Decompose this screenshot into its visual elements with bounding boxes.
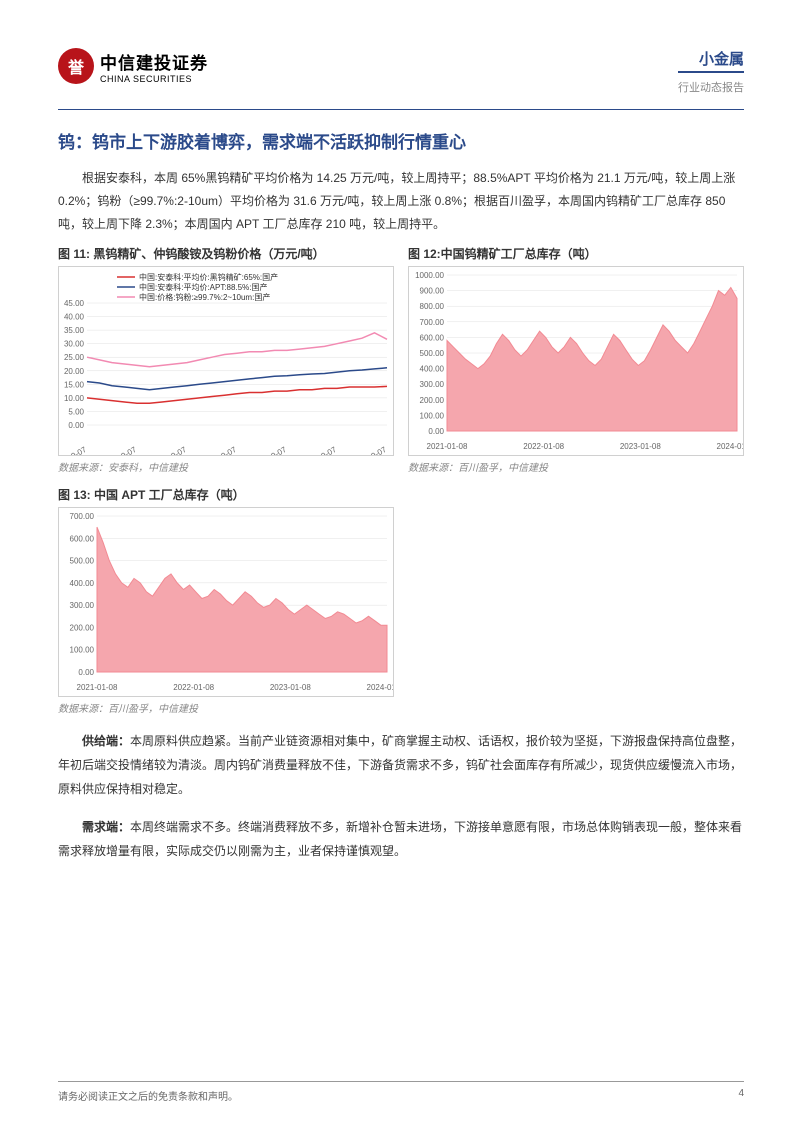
svg-text:2023-01-08: 2023-01-08 [270,683,311,692]
chart-13-source: 数据来源：百川盈孚，中信建投 [58,700,394,715]
svg-text:2021-09-07: 2021-09-07 [198,445,238,455]
svg-text:5.00: 5.00 [68,408,84,417]
svg-text:2021-01-08: 2021-01-08 [77,683,118,692]
svg-text:1000.00: 1000.00 [415,271,444,280]
page-footer: 请务必阅读正文之后的免责条款和声明。 4 [58,1081,744,1103]
report-type-label: 行业动态报告 [678,79,744,95]
logo-text-en: CHINA SECURITIES [100,74,208,84]
svg-text:30.00: 30.00 [64,340,85,349]
svg-text:2019-09-07: 2019-09-07 [98,445,138,455]
svg-text:0.00: 0.00 [428,427,444,436]
svg-text:0.00: 0.00 [78,668,94,677]
supply-text: 本周原料供应趋紧。当前产业链资源相对集中，矿商掌握主动权、话语权，报价较为坚挺，… [58,734,742,796]
section-title: 钨：钨市上下游胶着博弈，需求端不活跃抑制行情重心 [58,128,744,153]
demand-paragraph: 需求端：本周终端需求不多。终端消费释放不多，新增补仓暂未进场，下游接单意愿有限，… [58,815,744,863]
logo-icon: 誉 [58,48,94,84]
page-number: 4 [738,1088,744,1103]
intro-paragraph: 根据安泰科，本周 65%黑钨精矿平均价格为 14.25 万元/吨，较上周持平；8… [58,167,744,235]
supply-label: 供给端： [82,734,130,748]
logo-text-cn: 中信建投证券 [100,49,208,74]
svg-text:中国:价格:钨粉:≥99.7%:2~10um:国产: 中国:价格:钨粉:≥99.7%:2~10um:国产 [139,292,270,302]
svg-text:中国:安泰科:平均价:黑钨精矿:65%:国产: 中国:安泰科:平均价:黑钨精矿:65%:国产 [139,272,278,282]
svg-text:25.00: 25.00 [64,354,85,363]
svg-text:0.00: 0.00 [68,421,84,430]
svg-text:2023-09-07: 2023-09-07 [298,445,338,455]
svg-text:500.00: 500.00 [420,349,445,358]
svg-text:700.00: 700.00 [420,318,445,327]
chart-12-col: 图 12:中国钨精矿工厂总库存（吨） 0.00 100.00 200.00 300.0… [408,245,744,474]
svg-text:600.00: 600.00 [420,334,445,343]
svg-text:35.00: 35.00 [64,327,85,336]
svg-text:2018-09-07: 2018-09-07 [59,445,88,455]
chart-13: 0.00 100.00 200.00 300.00 400.00 500.00 600.00… [58,507,394,697]
svg-text:2020-09-07: 2020-09-07 [148,445,188,455]
chart-11: 0.00 5.00 10.00 15.00 20.00 25.00 30.00 35.00 40… [58,266,394,456]
svg-text:2022-09-07: 2022-09-07 [248,445,288,455]
svg-text:800.00: 800.00 [420,303,445,312]
chart-row-2: 图 13: 中国 APT 工厂总库存（吨） 0.00 100.00 200.00 30… [58,486,744,715]
chart-11-title: 图 11: 黑钨精矿、仲钨酸铵及钨粉价格（万元/吨） [58,245,394,262]
chart-13-title: 图 13: 中国 APT 工厂总库存（吨） [58,486,394,503]
logo: 誉 中信建投证券 CHINA SECURITIES [58,48,208,84]
svg-text:2024-01-08: 2024-01-08 [367,683,393,692]
category-label: 小金属 [678,48,744,73]
svg-text:45.00: 45.00 [64,299,85,308]
svg-text:300.00: 300.00 [70,602,95,611]
svg-text:400.00: 400.00 [70,579,95,588]
svg-text:200.00: 200.00 [70,624,95,633]
chart-row-1: 图 11: 黑钨精矿、仲钨酸铵及钨粉价格（万元/吨） 0.00 5.00 10.00… [58,245,744,474]
svg-text:700.00: 700.00 [70,512,95,521]
chart-12-source: 数据来源：百川盈孚，中信建投 [408,459,744,474]
header-rule [58,109,744,110]
svg-text:100.00: 100.00 [70,646,95,655]
svg-text:500.00: 500.00 [70,557,95,566]
svg-text:2022-01-08: 2022-01-08 [523,442,564,451]
svg-text:2021-01-08: 2021-01-08 [427,442,468,451]
svg-text:600.00: 600.00 [70,535,95,544]
svg-text:40.00: 40.00 [64,313,85,322]
chart-12: 0.00 100.00 200.00 300.00 400.00 500.00 600.00… [408,266,744,456]
svg-text:15.00: 15.00 [64,381,85,390]
demand-label: 需求端： [82,820,130,834]
svg-text:200.00: 200.00 [420,396,445,405]
svg-text:300.00: 300.00 [420,381,445,390]
chart-12-title: 图 12:中国钨精矿工厂总库存（吨） [408,245,744,262]
chart-11-source: 数据来源：安泰科，中信建投 [58,459,394,474]
svg-text:10.00: 10.00 [64,394,85,403]
svg-text:100.00: 100.00 [420,412,445,421]
svg-text:900.00: 900.00 [420,287,445,296]
svg-text:20.00: 20.00 [64,367,85,376]
svg-text:2023-01-08: 2023-01-08 [620,442,661,451]
svg-text:中国:安泰科:平均价:APT:88.5%:国产: 中国:安泰科:平均价:APT:88.5%:国产 [139,282,267,292]
svg-text:2024-01-08: 2024-01-08 [717,442,743,451]
chart-11-col: 图 11: 黑钨精矿、仲钨酸铵及钨粉价格（万元/吨） 0.00 5.00 10.00… [58,245,394,474]
svg-text:2024-09-07: 2024-09-07 [348,445,388,455]
demand-text: 本周终端需求不多。终端消费释放不多，新增补仓暂未进场，下游接单意愿有限，市场总体… [58,820,742,858]
disclaimer-text: 请务必阅读正文之后的免责条款和声明。 [58,1088,238,1103]
svg-text:400.00: 400.00 [420,365,445,374]
svg-text:2022-01-08: 2022-01-08 [173,683,214,692]
chart-13-col: 图 13: 中国 APT 工厂总库存（吨） 0.00 100.00 200.00 30… [58,486,394,715]
logo-glyph: 誉 [68,54,84,78]
page-header: 誉 中信建投证券 CHINA SECURITIES 小金属 行业动态报告 [58,48,744,95]
supply-paragraph: 供给端：本周原料供应趋紧。当前产业链资源相对集中，矿商掌握主动权、话语权，报价较… [58,729,744,801]
